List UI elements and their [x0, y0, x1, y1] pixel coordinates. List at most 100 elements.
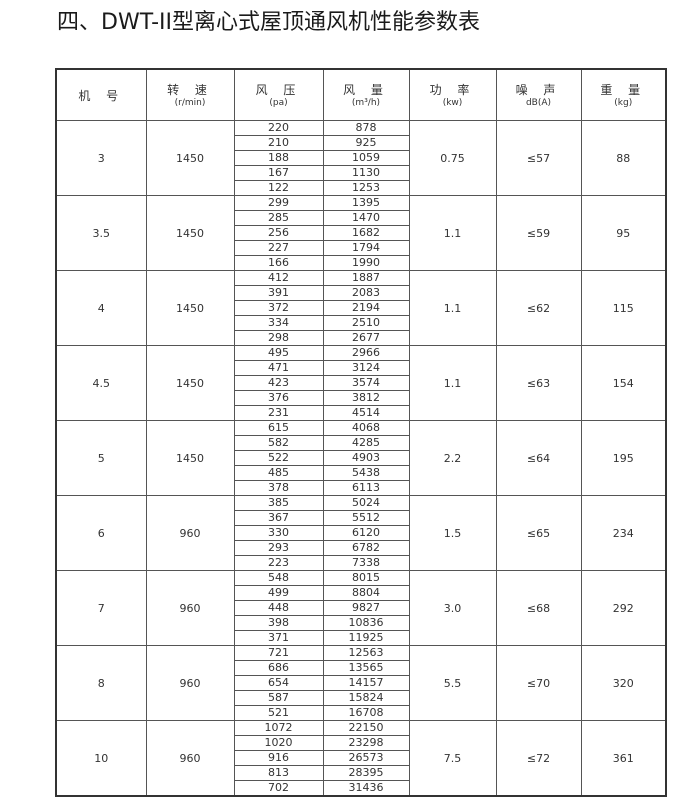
flow-cell: 2194: [322, 300, 410, 316]
table-row: 485 5438: [56, 465, 666, 481]
weight-cell: 234: [580, 495, 667, 571]
noise-cell: ≤59: [495, 195, 582, 271]
flow-cell: 1682: [322, 225, 410, 241]
pressure-cell: 587: [233, 690, 324, 706]
power-cell: 1.1: [408, 270, 497, 346]
flow-cell: 9827: [322, 600, 410, 616]
pressure-cell: 376: [233, 390, 324, 406]
power-cell: 1.1: [408, 195, 497, 271]
flow-cell: 8015: [322, 570, 410, 586]
flow-cell: 14157: [322, 675, 410, 691]
power-cell: 5.5: [408, 645, 497, 721]
table-row: 499 8804: [56, 585, 666, 601]
pressure-cell: 582: [233, 435, 324, 451]
flow-cell: 4068: [322, 420, 410, 436]
flow-cell: 28395: [322, 765, 410, 781]
table-row: 7 960 548 8015 3.0 ≤68 292: [55, 570, 667, 646]
header-label: 噪 声: [515, 83, 562, 97]
speed-cell: 960: [145, 720, 235, 797]
table-row: 5 1450 615 4068 2.2 ≤64 195: [55, 420, 667, 496]
table-row: 582 4285: [56, 435, 666, 451]
pressure-cell: 122: [233, 180, 324, 196]
pressure-cell: 654: [233, 675, 324, 691]
header-label: 风 量: [343, 83, 389, 97]
pressure-cell: 372: [233, 300, 324, 316]
table-row: 686 13565: [56, 660, 666, 676]
flow-cell: 4903: [322, 450, 410, 466]
flow-cell: 31436: [322, 780, 410, 797]
flow-cell: 26573: [322, 750, 410, 766]
pressure-cell: 378: [233, 480, 324, 496]
noise-cell: ≤62: [495, 270, 582, 346]
noise-cell: ≤64: [495, 420, 582, 496]
pressure-cell: 227: [233, 240, 324, 256]
speed-cell: 1450: [145, 345, 235, 421]
noise-cell: ≤65: [495, 495, 582, 571]
table-row: 330 6120: [56, 525, 666, 541]
header-noise: 噪 声 dB(A): [495, 68, 582, 121]
table-row: 10 960 1072 22150 7.5 ≤72 361: [55, 720, 667, 797]
flow-cell: 1253: [322, 180, 410, 196]
table-row: 334 2510: [56, 315, 666, 331]
speed-cell: 960: [145, 645, 235, 721]
header-label: 重 量: [600, 83, 647, 97]
noise-cell: ≤57: [495, 120, 582, 196]
pressure-cell: 398: [233, 615, 324, 631]
header-model: 机 号: [55, 68, 147, 121]
header-label: 转 速: [167, 83, 213, 97]
weight-cell: 88: [580, 120, 667, 196]
flow-cell: 1990: [322, 255, 410, 271]
power-cell: 7.5: [408, 720, 497, 797]
pressure-cell: 721: [233, 645, 324, 661]
table-row: 702 31436: [56, 780, 666, 797]
flow-cell: 15824: [322, 690, 410, 706]
model-cell: 3: [55, 120, 147, 196]
pressure-cell: 293: [233, 540, 324, 556]
pressure-cell: 210: [233, 135, 324, 151]
flow-cell: 4285: [322, 435, 410, 451]
pressure-cell: 499: [233, 585, 324, 601]
flow-cell: 1059: [322, 150, 410, 166]
table-row: 372 2194: [56, 300, 666, 316]
page-title: 四、DWT-II型离心式屋顶通风机性能参数表: [57, 10, 481, 35]
flow-cell: 23298: [322, 735, 410, 751]
header-label: 风 压: [255, 83, 302, 97]
pressure-cell: 471: [233, 360, 324, 376]
speed-cell: 1450: [145, 270, 235, 346]
header-unit: (kw): [442, 98, 463, 108]
flow-cell: 3574: [322, 375, 410, 391]
flow-cell: 1887: [322, 270, 410, 286]
table-row: 813 28395: [56, 765, 666, 781]
pressure-cell: 223: [233, 555, 324, 571]
speed-cell: 1450: [145, 420, 235, 496]
header-unit: (pa): [269, 98, 288, 108]
table-row: 6 960 385 5024 1.5 ≤65 234: [55, 495, 667, 571]
flow-cell: 10836: [322, 615, 410, 631]
model-cell: 3.5: [55, 195, 147, 271]
model-cell: 8: [55, 645, 147, 721]
speed-cell: 1450: [145, 120, 235, 196]
pressure-cell: 521: [233, 705, 324, 721]
pressure-cell: 385: [233, 495, 324, 511]
flow-cell: 3124: [322, 360, 410, 376]
model-cell: 4.5: [55, 345, 147, 421]
table-row: 4.5 1450 495 2966 1.1 ≤63 154: [55, 345, 667, 421]
pressure-cell: 423: [233, 375, 324, 391]
pressure-cell: 1020: [233, 735, 324, 751]
flow-cell: 2677: [322, 330, 410, 346]
flow-cell: 5024: [322, 495, 410, 511]
performance-table: 机 号 转 速 (r/min) 风 压 (pa) 风 量 (m³/h) 功 率 (kw)…: [55, 68, 667, 797]
pressure-cell: 485: [233, 465, 324, 481]
flow-cell: 1395: [322, 195, 410, 211]
table-row: 916 26573: [56, 750, 666, 766]
power-cell: 3.0: [408, 570, 497, 646]
power-cell: 1.5: [408, 495, 497, 571]
pressure-cell: 615: [233, 420, 324, 436]
table-row: 293 6782: [56, 540, 666, 556]
header-row: 机 号 转 速 (r/min) 风 压 (pa) 风 量 (m³/h) 功 率 (kw)…: [55, 68, 667, 121]
flow-cell: 1794: [322, 240, 410, 256]
header-label: 机 号: [78, 88, 125, 103]
speed-cell: 1450: [145, 195, 235, 271]
pressure-cell: 285: [233, 210, 324, 226]
pressure-cell: 334: [233, 315, 324, 331]
